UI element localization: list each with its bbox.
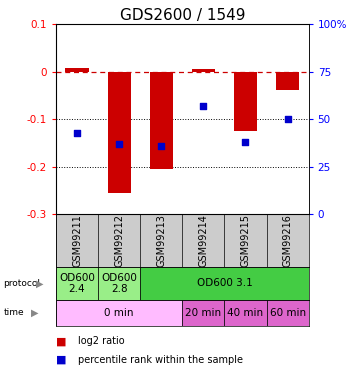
Bar [266,300,309,326]
Bar [98,267,140,300]
Bar [276,72,299,90]
Text: ▶: ▶ [31,308,38,318]
Text: protocol: protocol [4,279,40,288]
Text: 60 min: 60 min [270,308,306,318]
Text: log2 ratio: log2 ratio [78,336,124,346]
Bar [108,72,131,193]
Bar [65,68,88,72]
Text: GSM99216: GSM99216 [283,214,293,267]
Bar [56,267,98,300]
Point [158,143,164,149]
Text: GSM99214: GSM99214 [198,214,208,267]
Bar [140,267,309,300]
Point [200,103,206,109]
Bar [234,72,257,131]
Text: OD600
2.4: OD600 2.4 [59,273,95,294]
Point [116,141,122,147]
Text: OD600
2.8: OD600 2.8 [101,273,137,294]
Bar [225,300,266,326]
Text: GSM99212: GSM99212 [114,214,124,267]
Bar [56,300,182,326]
Text: 40 min: 40 min [227,308,264,318]
Text: GSM99211: GSM99211 [72,214,82,267]
Point [285,116,291,122]
Text: 20 min: 20 min [185,308,221,318]
Bar [182,300,225,326]
Text: 0 min: 0 min [104,308,134,318]
Point [243,139,248,145]
Text: ■: ■ [56,355,66,365]
Title: GDS2600 / 1549: GDS2600 / 1549 [119,8,245,23]
Text: ■: ■ [56,336,66,346]
Text: ▶: ▶ [36,279,44,288]
Bar [192,69,215,72]
Text: time: time [4,308,24,317]
Point [74,130,80,136]
Text: GSM99215: GSM99215 [240,214,251,267]
Bar [150,72,173,169]
Text: percentile rank within the sample: percentile rank within the sample [78,355,243,365]
Text: GSM99213: GSM99213 [156,214,166,267]
Text: OD600 3.1: OD600 3.1 [196,279,252,288]
